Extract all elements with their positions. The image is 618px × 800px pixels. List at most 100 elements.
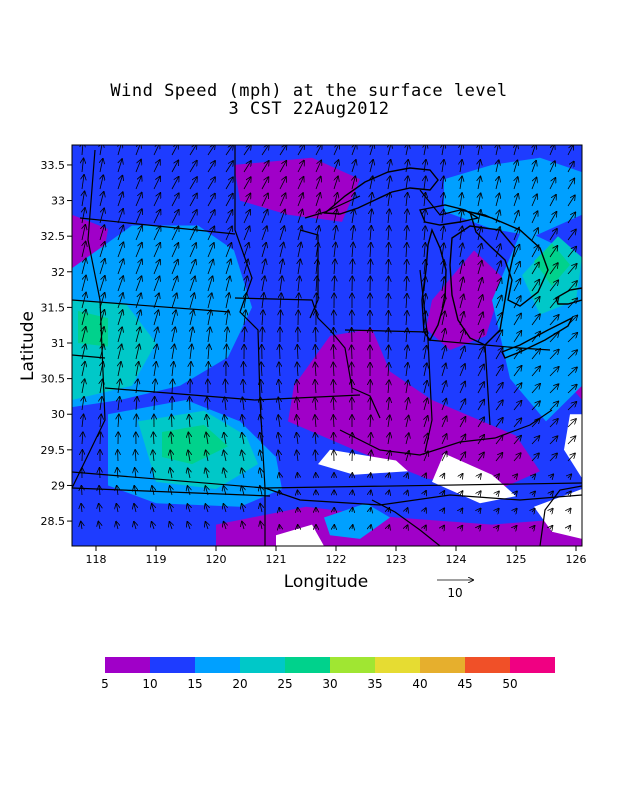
wind-vector <box>460 312 464 326</box>
wind-vector <box>81 504 82 513</box>
vector-reference-key: 10 <box>437 580 473 600</box>
boundary-line <box>72 299 231 313</box>
wind-vector <box>153 210 160 224</box>
wind-vector <box>442 210 444 224</box>
wind-vector <box>370 160 373 173</box>
wind-vector <box>98 522 100 530</box>
wind-vector <box>532 492 535 495</box>
wind-vector <box>531 419 540 428</box>
wind-vector <box>279 491 280 496</box>
wind-vector <box>459 452 465 462</box>
wind-vector <box>154 362 156 377</box>
wind-vector <box>260 433 262 445</box>
wind-vector <box>334 243 336 258</box>
wind-vector <box>442 160 444 173</box>
wind-vector <box>243 243 249 258</box>
wind-vector <box>154 327 158 343</box>
wind-vector <box>442 329 445 343</box>
wind-vector <box>153 177 160 190</box>
wind-vector <box>172 327 175 343</box>
wind-vector <box>477 295 483 309</box>
wind-vector <box>388 525 389 529</box>
wind-vector <box>205 486 208 496</box>
wind-vector <box>154 345 157 360</box>
wind-vector <box>118 362 121 377</box>
wind-vector <box>82 225 85 241</box>
wind-vector <box>136 379 138 394</box>
wind-vector <box>442 193 444 207</box>
wind-vector <box>190 397 191 411</box>
wind-vector <box>550 474 553 478</box>
wind-vector <box>460 509 462 513</box>
wind-vector <box>333 363 334 377</box>
wind-vector <box>424 474 426 479</box>
wind-vector <box>100 192 104 207</box>
wind-vector <box>135 260 142 275</box>
wind-vector <box>242 522 244 530</box>
wind-vector <box>117 192 123 207</box>
wind-vector <box>82 415 84 428</box>
wind-vector <box>496 160 499 173</box>
wind-vector <box>224 451 226 462</box>
wind-vector <box>460 295 464 309</box>
wind-vector <box>532 145 536 156</box>
wind-vector <box>189 293 194 309</box>
wind-vector <box>100 432 101 445</box>
wind-vector <box>82 242 86 258</box>
wind-vector <box>442 277 444 292</box>
wind-vector <box>460 177 462 190</box>
wind-vector <box>135 468 136 479</box>
wind-vector <box>514 509 517 512</box>
wind-vector <box>531 178 537 190</box>
wind-vector <box>352 160 356 173</box>
wind-vector <box>531 245 539 258</box>
wind-vector <box>316 210 320 224</box>
wind-vector <box>262 260 266 275</box>
wind-vector <box>99 225 104 241</box>
wind-vector <box>189 260 196 275</box>
y-tick-label: 32 <box>51 266 65 279</box>
wind-vector <box>370 260 371 275</box>
wind-vector <box>477 453 484 462</box>
wind-vector <box>135 276 142 292</box>
wind-vector <box>424 277 426 292</box>
wind-vector <box>206 468 209 479</box>
wind-vector <box>315 177 321 190</box>
wind-vector <box>261 210 268 224</box>
wind-vector <box>297 398 298 411</box>
wind-vector <box>532 509 535 512</box>
wind-vector <box>424 260 425 275</box>
wind-vector <box>388 328 389 343</box>
wind-vector <box>441 434 447 445</box>
wind-vector <box>261 380 262 394</box>
wind-vector <box>171 415 172 428</box>
wind-vector <box>567 247 576 258</box>
wind-vector <box>207 243 214 258</box>
wind-vector <box>189 194 197 207</box>
wind-vector <box>460 261 463 275</box>
wind-vector <box>406 363 408 377</box>
wind-vector <box>424 434 428 445</box>
wind-vector <box>315 161 321 173</box>
wind-vector <box>496 177 499 190</box>
chart-subtitle: 3 CST 22Aug2012 <box>228 99 390 119</box>
wind-vector <box>424 176 426 190</box>
wind-vector <box>206 433 208 445</box>
wind-vector <box>406 328 407 343</box>
wind-vector <box>205 504 208 513</box>
wind-vector <box>334 177 338 190</box>
wind-vector <box>567 385 577 394</box>
wind-vector <box>116 522 118 530</box>
wind-vector <box>352 491 353 496</box>
wind-vector <box>117 468 118 479</box>
wind-vector <box>206 522 209 530</box>
wind-vector <box>424 398 427 411</box>
wind-vector <box>388 209 389 224</box>
x-tick-label: 123 <box>386 553 407 566</box>
wind-vector <box>352 260 353 275</box>
wind-vector <box>388 277 389 292</box>
wind-vector <box>567 162 574 173</box>
wind-vector <box>260 451 262 462</box>
wind-vector <box>352 243 353 258</box>
wind-vector <box>388 398 389 411</box>
